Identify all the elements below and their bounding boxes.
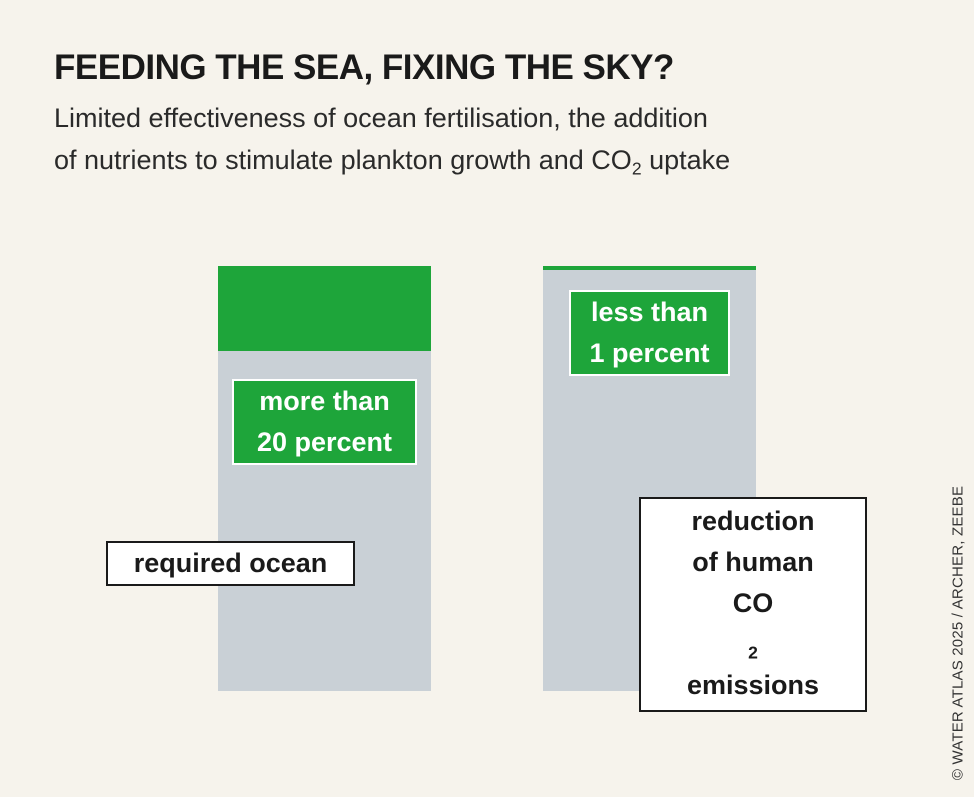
value-label-required-ocean: more than 20 percent (232, 379, 417, 465)
category-label-emissions: emissions (686, 670, 820, 700)
value-label-line-1: more than (259, 386, 390, 416)
category-label-subscript: 2 (748, 642, 758, 663)
source-credit: © WATER ATLAS 2025 / ARCHER, ZEEBE (949, 485, 967, 781)
subtitle-line-2: of nutrients to stimulate plankton growt… (54, 139, 730, 181)
chart-subtitle: Limited effectiveness of ocean fertilisa… (54, 97, 730, 181)
category-label-line-3: CO 2 emissions (651, 583, 855, 706)
bar-required-ocean (218, 266, 431, 691)
category-label-line-1: reduction (691, 506, 815, 536)
subtitle-line-2-text: of nutrients to stimulate plankton growt… (54, 145, 632, 175)
category-label-emission-reduction: reduction of human CO 2 emissions (639, 497, 867, 712)
value-label-emission-reduction: less than 1 percent (569, 290, 730, 376)
bar-value-emission-reduction (543, 266, 756, 270)
category-label-co2: CO (732, 588, 774, 618)
subtitle-subscript: 2 (631, 158, 642, 179)
value-label-line-1: less than (590, 297, 709, 327)
category-label-line-1: required ocean (133, 548, 328, 578)
category-label-required-ocean: required ocean (106, 541, 355, 586)
chart-title: FEEDING THE SEA, FIXING THE SKY? (54, 48, 674, 87)
category-label-line-2: of human (692, 547, 814, 577)
subtitle-line-2-suffix: uptake (641, 145, 731, 175)
value-label-line-2: 20 percent (256, 427, 393, 457)
bar-value-required-ocean (218, 266, 431, 351)
value-label-line-2: 1 percent (589, 338, 710, 368)
subtitle-line-1: Limited effectiveness of ocean fertilisa… (54, 103, 708, 133)
